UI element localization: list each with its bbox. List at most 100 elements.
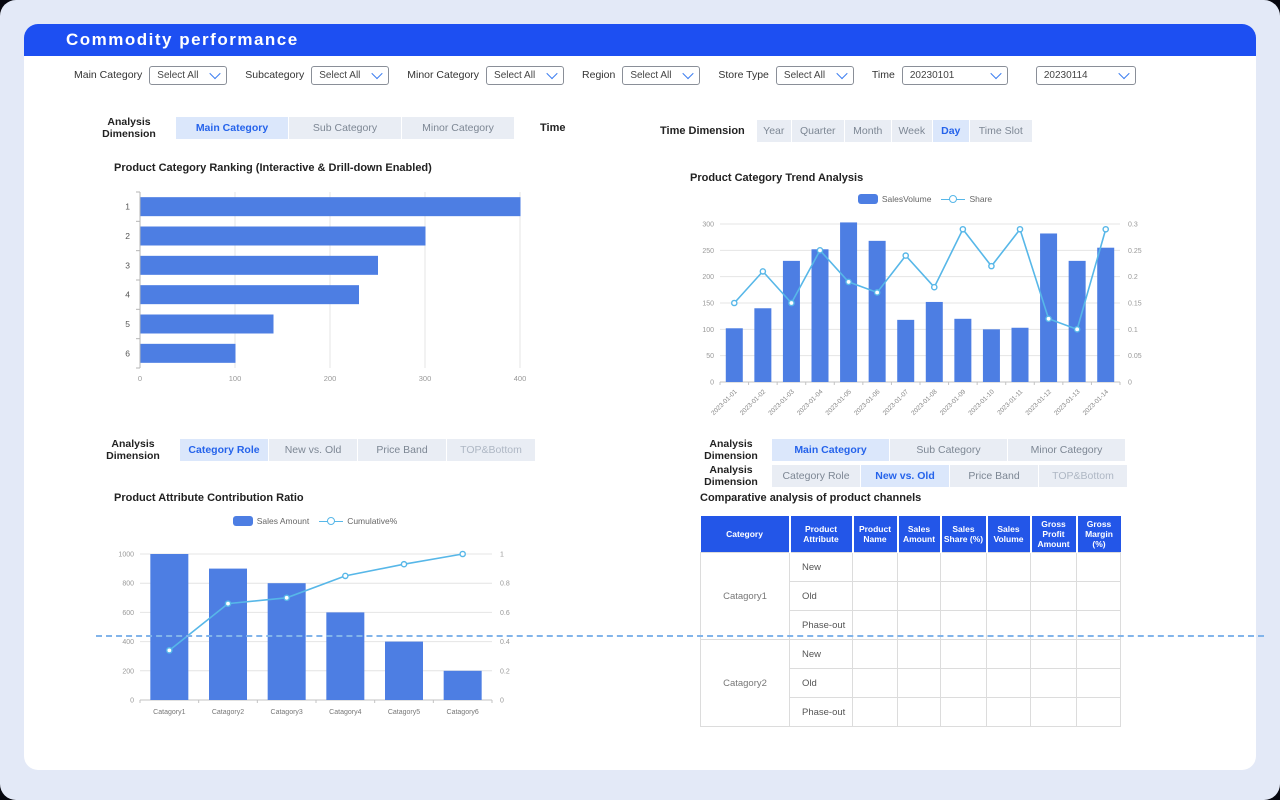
tab-sub-category[interactable]: Sub Category — [890, 439, 1007, 462]
chart-trend-point-4[interactable] — [816, 247, 824, 254]
tab-time-slot[interactable]: Time Slot — [969, 120, 1032, 142]
svg-text:2023-01-07: 2023-01-07 — [882, 388, 911, 417]
tab-main-category[interactable]: Main Category — [176, 117, 288, 140]
tab-new-vs-old[interactable]: New vs. Old — [861, 465, 949, 488]
svg-text:Catagory5: Catagory5 — [388, 709, 420, 716]
empty-data-cell — [940, 552, 987, 582]
ranking-bar-4[interactable] — [140, 285, 360, 305]
chart-trend-point-13[interactable] — [1073, 326, 1081, 333]
chart-trend-bar-13[interactable] — [1068, 260, 1086, 382]
category-cell-catagory1: Catagory1 — [700, 552, 790, 640]
tab-day[interactable]: Day — [932, 120, 969, 142]
filter-select-region[interactable]: Select All — [622, 65, 701, 85]
chart-pareto-point-1[interactable] — [166, 647, 173, 654]
chart-pareto-point-5[interactable] — [400, 560, 408, 568]
tab-top-bottom[interactable]: TOP&Bottom — [447, 439, 535, 462]
svg-text:2023-01-02: 2023-01-02 — [739, 388, 768, 417]
empty-data-cell — [1076, 552, 1121, 582]
chart-trend-bar-10[interactable] — [982, 329, 1000, 382]
empty-data-cell — [852, 668, 898, 698]
filter-select-subcategory[interactable]: Select All — [311, 65, 390, 85]
chart-trend-point-11[interactable] — [1016, 225, 1024, 233]
tab-new-vs-old[interactable]: New vs. Old — [269, 439, 357, 462]
filter-select-main-category[interactable]: Select All — [149, 65, 228, 85]
chart-trend-bar-8[interactable] — [925, 301, 943, 382]
svg-text:0.3: 0.3 — [1128, 222, 1138, 229]
time-to-select[interactable]: 20230114 — [1035, 65, 1136, 85]
chart-trend-point-1[interactable] — [730, 299, 738, 307]
time-from-select[interactable]: 20230101 — [901, 65, 1008, 85]
chart-trend-point-5[interactable] — [845, 278, 852, 286]
tab-week[interactable]: Week — [891, 120, 932, 142]
tab-main-category[interactable]: Main Category — [772, 439, 889, 462]
analysis-dimension-label: Analysis Dimension — [704, 464, 758, 489]
chart-trend-bar-12[interactable] — [1040, 233, 1058, 382]
tab-category-role[interactable]: Category Role — [180, 439, 268, 462]
svg-text:4: 4 — [125, 290, 130, 300]
chart-trend-point-6[interactable] — [873, 289, 881, 296]
chart-pareto-point-3[interactable] — [283, 594, 290, 602]
time-label: Time — [540, 122, 566, 135]
tab-minor-category[interactable]: Minor Category — [1008, 439, 1125, 462]
svg-text:300: 300 — [702, 222, 714, 229]
tab-minor-category[interactable]: Minor Category — [402, 117, 514, 140]
empty-data-cell — [940, 610, 987, 640]
svg-text:Catagory1: Catagory1 — [153, 709, 185, 716]
ranking-bar-3[interactable] — [140, 255, 379, 275]
chart-pareto-bar-5[interactable] — [385, 641, 423, 700]
chart-trend-point-9[interactable] — [959, 225, 967, 233]
comparison-table-title: Comparative analysis of product channels — [700, 492, 922, 504]
pareto-combo-chart[interactable]: 0 200 400 600 800 1000 0 0.2 0.4 0.6 0.8 1 Catagory1… — [100, 532, 530, 744]
chart-pareto-point-2[interactable] — [224, 600, 232, 607]
ranking-bar-1[interactable] — [140, 197, 521, 217]
filter-label-subcategory: Subcategory — [245, 69, 305, 81]
chart-pareto-point-4[interactable] — [342, 572, 349, 580]
chart-trend-point-2[interactable] — [759, 268, 767, 275]
chart-pareto-point-6[interactable] — [459, 550, 466, 558]
tab-price-band[interactable]: Price Band — [358, 439, 446, 462]
svg-text:200: 200 — [122, 668, 134, 675]
chart-trend-bar-9[interactable] — [954, 318, 972, 382]
tab-quarter[interactable]: Quarter — [791, 120, 844, 142]
tab-sub-category[interactable]: Sub Category — [289, 117, 401, 140]
tab-top-bottom[interactable]: TOP&Bottom — [1039, 465, 1127, 488]
chart-trend-bar-11[interactable] — [1011, 327, 1029, 382]
tab-price-band[interactable]: Price Band — [950, 465, 1038, 488]
ranking-bar-chart[interactable]: 1 2 3 4 5 6 0 100 200 300 400 — [112, 180, 546, 398]
ranking-bar-2[interactable] — [140, 226, 426, 246]
chart-pareto-bar-4[interactable] — [326, 612, 365, 700]
chart-trend-point-7[interactable] — [902, 252, 910, 259]
analysis-dimension-row-bottom-left: Analysis Dimension Category Role New vs. … — [102, 438, 535, 462]
filter-select-minor-category[interactable]: Select All — [486, 65, 565, 85]
chevron-down-icon — [546, 67, 558, 80]
chart-trend-bar-1[interactable] — [725, 328, 743, 382]
chart-trend-point-3[interactable] — [788, 299, 795, 307]
chart-trend-bar-5[interactable] — [840, 222, 858, 382]
legend-item-sales-amount: Sales Amount — [232, 516, 309, 526]
tab-category-role[interactable]: Category Role — [772, 465, 860, 488]
chart-trend-bar-6[interactable] — [868, 240, 886, 382]
tab-month[interactable]: Month — [844, 120, 891, 142]
chart-pareto-bar-2[interactable] — [209, 568, 247, 700]
empty-data-cell — [940, 639, 987, 669]
ranking-bar-5[interactable] — [140, 314, 274, 334]
chart-trend-point-10[interactable] — [988, 262, 995, 270]
chart-pareto-bar-6[interactable] — [443, 670, 482, 700]
chart-trend-point-8[interactable] — [930, 283, 938, 291]
chart-trend-point-14[interactable] — [1102, 225, 1110, 233]
chart-trend-bar-2[interactable] — [754, 308, 772, 382]
filter-select-store-type[interactable]: Select All — [775, 65, 854, 85]
chart-trend-bar-4[interactable] — [811, 249, 829, 382]
tab-year[interactable]: Year — [756, 120, 791, 142]
svg-text:400: 400 — [514, 374, 527, 383]
chart-trend-point-12[interactable] — [1045, 315, 1052, 323]
trend-combo-chart[interactable]: 0 50 100 150 200 250 300 0 0.05 0.1 0.15 0.2 0.25 0.3… — [686, 210, 1156, 436]
chart-pareto-bar-1[interactable] — [150, 554, 189, 700]
ranking-bar-6[interactable] — [140, 343, 236, 363]
chart-trend-bar-7[interactable] — [897, 319, 915, 382]
empty-data-cell — [852, 552, 898, 582]
chart-trend-bar-14[interactable] — [1097, 247, 1115, 382]
svg-text:400: 400 — [122, 639, 134, 646]
chart-pareto-bar-3[interactable] — [267, 583, 306, 700]
chart-trend-bar-3[interactable] — [782, 260, 800, 382]
